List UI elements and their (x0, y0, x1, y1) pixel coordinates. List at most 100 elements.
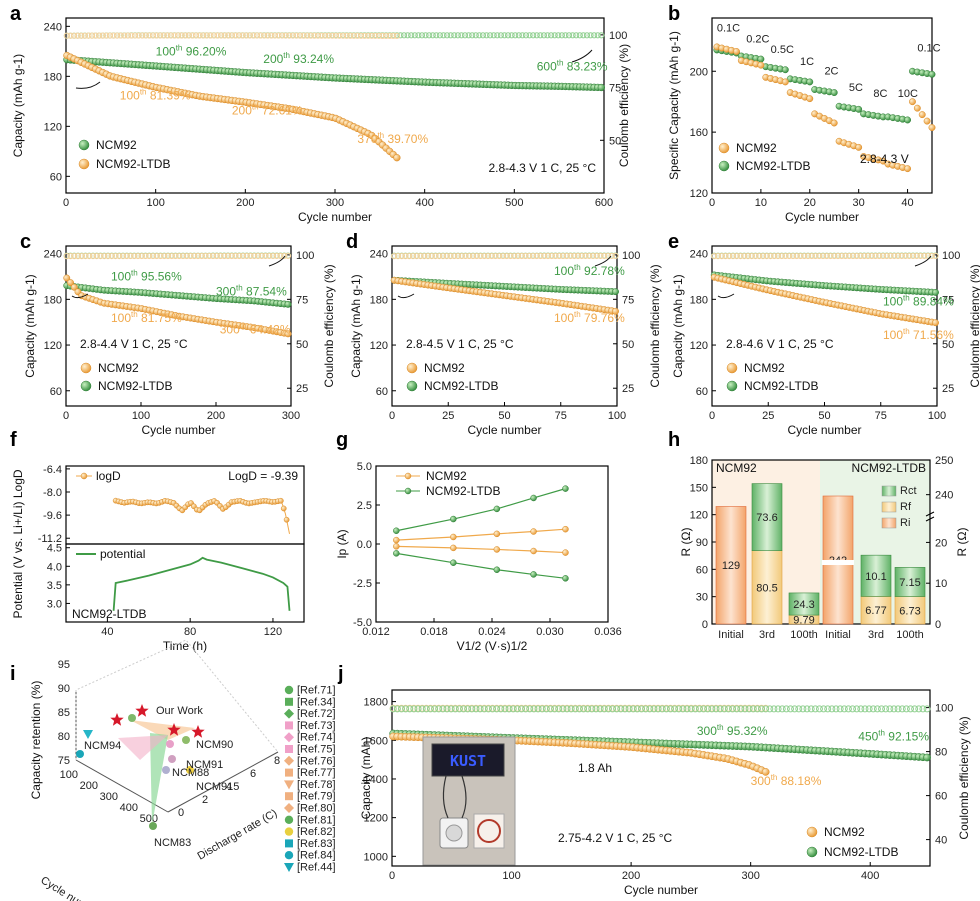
panel-e-data-point (932, 319, 939, 327)
panel-a-ce-point (314, 32, 322, 39)
panel-a-xtick-label: 200 (236, 197, 254, 209)
panel-h: 0 30 60 90 120 150 180 0 10 20 240 250 129 80.5 73.6 9.… (668, 429, 969, 641)
panel-c-ce-point (258, 252, 265, 260)
panel-a-ce-point (379, 32, 386, 39)
panel-d-ce-point (496, 252, 503, 260)
panel-c-ce-point (179, 252, 187, 260)
panel-i-ytick-label: 95 (58, 659, 70, 671)
panel-j-ce-point (464, 705, 472, 713)
panel-c-ce-point (228, 252, 235, 260)
panel-e-ce-point (763, 252, 770, 260)
panel-j-frame (391, 689, 931, 867)
panel-h-bar-label: 6.77 (865, 605, 886, 617)
panel-j-cell-center (445, 824, 463, 842)
panel-a-ce-point (594, 32, 601, 39)
panel-j-ce-point (460, 705, 468, 713)
panel-d-ce-point (402, 253, 409, 260)
panel-a-ce-point (522, 32, 530, 39)
panel-i-rate-tick-label: 4 (226, 781, 232, 793)
panel-h-ytick-label: 60 (696, 564, 708, 576)
panel-e-data-point (932, 288, 939, 296)
panel-e-ce-point (876, 252, 883, 260)
panel-c-ytick-label: 180 (44, 294, 62, 306)
panel-a-ce-point (228, 32, 235, 39)
panel-j-ce-point (422, 705, 430, 713)
panel-h-legend-swatch (881, 485, 897, 497)
panel-a-ce-point (307, 32, 314, 39)
panel-d-ce-point (589, 252, 597, 260)
panel-i-legend-label: [Ref.77] (297, 767, 336, 779)
panel-j-annotation: 300th 88.18% (751, 773, 822, 788)
panel-e-ce-point (906, 252, 913, 260)
panel-d-ce-point (421, 253, 428, 260)
panel-a-ce-point (110, 32, 117, 39)
panel-j-ce-point (820, 705, 828, 713)
panel-h-group-label: NCM92 (716, 461, 757, 475)
panel-b-rate-label: 0.2C (746, 33, 769, 45)
panel-d-xlabel: Cycle number (467, 423, 541, 437)
panel-b-data-point (904, 165, 912, 173)
panel-a-ce-point (451, 32, 458, 39)
panel-a-ce-point (257, 32, 264, 39)
panel-c-ce-point (149, 252, 157, 260)
panel-j-ce-point (836, 705, 844, 713)
panel-e-legend-label: NCM92 (744, 361, 785, 375)
panel-g-data-point (493, 530, 501, 538)
panel-j-ce-point (716, 705, 724, 713)
panel-d-ce-point (454, 252, 462, 260)
panel-a-ce-point (221, 32, 228, 39)
panel-b-data-point (908, 98, 916, 106)
panel-a-ce-point (167, 32, 175, 39)
panel-a-ce-point (336, 32, 343, 39)
panel-e-ce-point (797, 252, 804, 260)
panel-j-ce-point (501, 705, 509, 713)
panel-g-data-point (562, 575, 569, 582)
panel-e-xtick-label: 0 (709, 410, 715, 422)
panel-i-legend-marker (284, 827, 294, 836)
panel-e-ce-point (744, 253, 752, 260)
panel-a-annotation: 600th 83.23% (537, 59, 608, 74)
panel-d-ce-point (526, 252, 533, 260)
panel-j-xtick-label: 400 (861, 870, 879, 882)
panel-g-data-point (393, 536, 400, 544)
panel-i-triangle-marker (83, 730, 93, 739)
panel-a-xtick-label: 600 (595, 197, 613, 209)
panel-d-ce-point (578, 252, 585, 260)
panel-c-ce-point (251, 252, 258, 260)
panel-j-ce-point (555, 705, 563, 713)
panel-e-y2label: Coulomb efficiency (%) (968, 264, 980, 387)
panel-a-axis-arrow (571, 49, 593, 63)
panel-a-ce-point (583, 32, 591, 39)
panel-e-ytick-label: 120 (690, 340, 708, 352)
panel-a-ce-point (504, 32, 512, 39)
panel-e-ce-point (786, 252, 793, 260)
panel-b-data-point (913, 104, 921, 112)
panel-d-ce-point (469, 252, 477, 260)
panel-f-top-ytick-label: -9.6 (43, 510, 62, 522)
panel-d-ce-point (559, 252, 567, 260)
panel-e-ce-point (902, 252, 909, 260)
panel-d-ce-point (571, 252, 578, 260)
panel-a-ce-point (207, 32, 214, 39)
panel-i-legend-label: [Ref.75] (297, 744, 336, 756)
panel-a-ce-point (454, 32, 461, 39)
panel-d-xtick-label: 50 (498, 410, 510, 422)
panel-a-ce-point (103, 32, 110, 39)
panel-a-ytick-label: 60 (50, 171, 62, 183)
panel-a-ce-point (476, 32, 483, 39)
panel-e-ce-point (801, 252, 808, 260)
panel-f-bottom-ytick-label: 3.5 (47, 580, 62, 592)
panel-e-ce-point (718, 253, 725, 260)
panel-j-ce-point (439, 705, 447, 713)
panel-a-ce-point (540, 32, 548, 39)
panel-i-callout-label: NCM83 (154, 837, 191, 849)
panel-j-ce-point (551, 705, 559, 713)
panel-j-ce-point (559, 705, 567, 713)
panel-e-ce-point (872, 252, 879, 260)
panel-c-ce-point (281, 252, 288, 260)
panel-i-ytick-label: 85 (58, 707, 70, 719)
panel-e-axis-arrow (717, 293, 735, 299)
panel-c-ce-point (101, 253, 108, 260)
panel-b-xtick-label: 20 (804, 197, 816, 209)
